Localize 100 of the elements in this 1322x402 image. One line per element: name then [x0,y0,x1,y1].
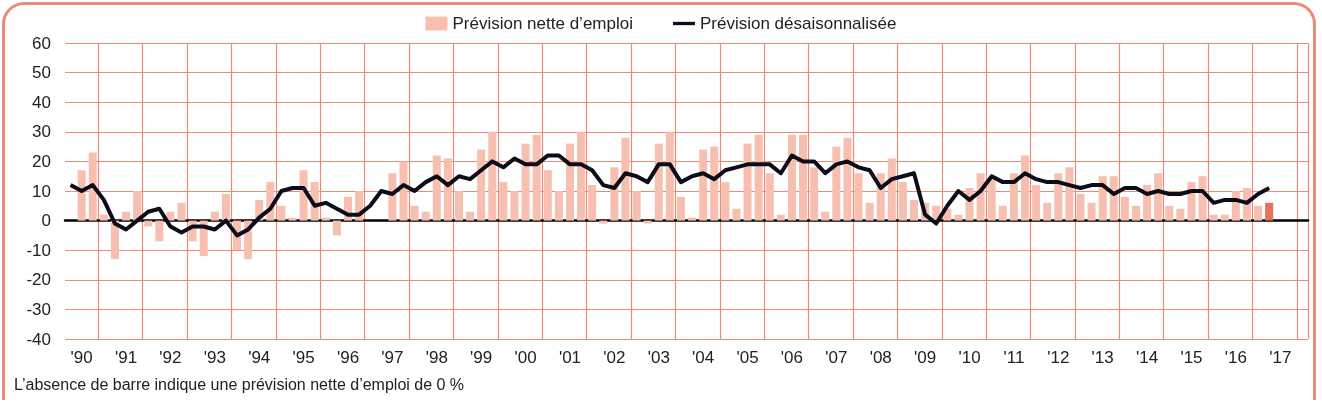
bar [1209,214,1218,221]
bar [621,137,630,221]
bar [787,134,796,221]
bar [632,191,641,221]
bar [1043,202,1052,221]
x-tick-label: '96 [336,348,360,367]
bar [277,205,286,221]
y-tick-label: 30 [32,122,51,142]
bar [432,155,441,221]
bar [443,158,452,221]
x-tick-label: '99 [470,348,493,367]
legend-label: Prévision désaisonnalisée [699,14,897,33]
legend-label: Prévision nette d’emploi [452,14,633,33]
bar [1265,202,1274,221]
bar [332,220,341,236]
bar [676,196,685,221]
bar [521,143,530,221]
bar [466,211,475,221]
bar [743,143,752,221]
y-tick-label: 20 [32,151,51,171]
bar [1076,193,1085,221]
bar [532,134,541,221]
y-tick-label: -10 [26,240,51,260]
y-tick-label: -20 [26,270,51,290]
bar [910,199,919,221]
x-tick-label: '11 [1003,348,1025,367]
bar [810,167,819,221]
bar [1009,173,1018,221]
x-tick-label: '08 [869,348,892,367]
y-tick-label: 40 [32,92,51,112]
bar [554,191,563,221]
bar [898,182,907,221]
bar [1165,205,1174,221]
bar [221,193,230,221]
bar [954,214,963,221]
bar [799,134,808,221]
x-tick-label: '01 [558,348,582,367]
bar [854,173,863,221]
bar [1254,205,1263,221]
bar [721,182,730,221]
bar [543,170,552,221]
bar [765,173,774,221]
bar [710,146,719,221]
x-tick-label: '02 [603,348,626,367]
bar [510,191,519,221]
bar [1065,167,1074,221]
x-tick-label: '91 [114,348,138,367]
bar [1176,208,1185,221]
bar [688,217,697,221]
bar [654,143,663,221]
bar [155,220,164,242]
x-tick-label: '97 [381,348,404,367]
y-tick-label: 50 [32,63,51,83]
bar [1054,173,1063,221]
y-tick-label: -30 [26,299,51,319]
y-tick-label: 10 [32,181,51,201]
bar [177,202,186,221]
x-tick-label: '13 [1091,348,1114,367]
x-tick-label: '00 [514,348,537,367]
bar [1032,185,1041,221]
bar [699,149,708,221]
bar [887,158,896,221]
bar [1220,214,1229,221]
x-tick-label: '05 [736,348,759,367]
x-tick-label: '15 [1180,348,1203,367]
x-tick-label: '06 [780,348,804,367]
x-tick-label: '90 [70,348,93,367]
bar [77,170,86,221]
y-tick-label: 60 [32,33,51,53]
x-tick-label: '14 [1136,348,1159,367]
bar [421,211,430,221]
bar [565,143,574,221]
y-tick-label: -40 [26,329,51,349]
bar [987,179,996,221]
x-tick-label: '98 [425,348,448,367]
bar [210,211,219,221]
x-tick-label: '95 [292,348,315,367]
bar [865,202,874,221]
x-tick-label: '09 [914,348,937,367]
bar [288,217,297,221]
bar [577,131,586,221]
bar [499,182,508,221]
x-tick-label: '07 [825,348,848,367]
x-tick-label: '12 [1047,348,1070,367]
bar [832,146,841,221]
bar [588,185,597,221]
bar [732,208,741,221]
bar [488,131,497,221]
bar [754,134,763,221]
bar [1120,196,1129,221]
x-tick-label: '94 [248,348,271,367]
bar [1087,202,1096,221]
x-tick-label: '92 [159,348,182,367]
bar [776,214,785,221]
bar [665,131,674,221]
bar [610,167,619,221]
bar [99,214,108,221]
text: L’absence de barre indique une prévision nette d’emploi de 0 % [14,375,465,393]
x-tick-label: '16 [1224,348,1247,367]
bar [388,173,397,221]
